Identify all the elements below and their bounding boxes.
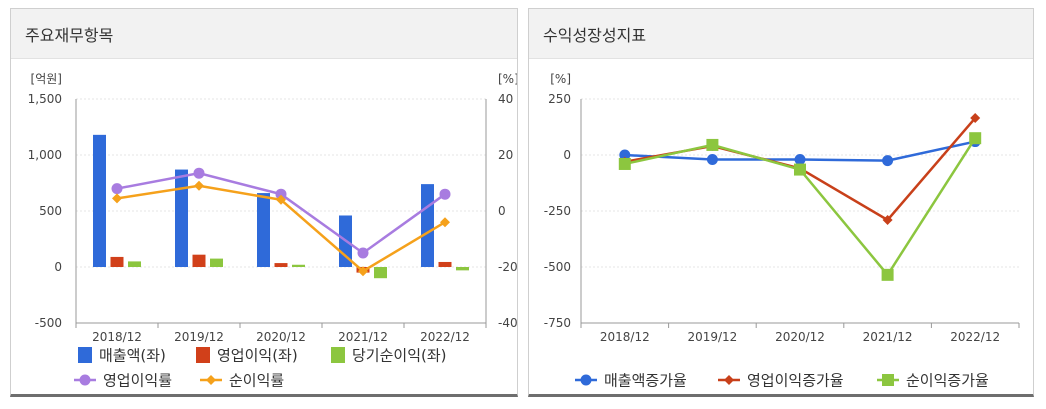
bar-당기순이익좌-2022/12 (456, 267, 469, 271)
bar-영업이익좌-2018/12 (110, 256, 124, 267)
x-tick-label-2018/12: 2018/12 (92, 330, 142, 344)
growth-indicators-chart: -750 -500 -250 0 250 [%] 2018/12 2019/12 2020/12… (544, 72, 1020, 390)
bar-당기순이익좌-2019/12 (210, 258, 223, 267)
x-tick-label-2021/12: 2021/12 (338, 330, 388, 344)
legend-label-당기순이익좌: 당기순이익(좌) (352, 347, 447, 365)
legend-marker-매출액증가율 (580, 374, 592, 386)
point-순이익률-2022/12 (440, 217, 450, 228)
x-tick-label-2022/12: 2022/12 (420, 330, 470, 344)
y-right-tick-label: -40 (498, 316, 517, 330)
point-순이익증가율-2021/12 (881, 268, 894, 281)
x-tick-label-2020/12: 2020/12 (775, 330, 825, 344)
y-tick-label: 0 (563, 148, 571, 162)
series-영업이익률 (111, 167, 451, 259)
legend-label-영업이익증가율: 영업이익증가율 (747, 372, 844, 390)
x-tick-label-2019/12: 2019/12 (174, 330, 224, 344)
y-left-tick-label: 500 (39, 204, 62, 218)
x-tick-label-2022/12: 2022/12 (950, 330, 1000, 344)
y-left-tick-label: 0 (54, 260, 62, 274)
x-tick-label-2021/12: 2021/12 (863, 330, 913, 344)
financial-items-chart: -500 0 500 1,000 1,500 -40 -20 0 20 40 [억원] [%] 2018… (28, 72, 517, 390)
point-영업이익률-2019/12 (193, 167, 205, 179)
panel-title-financial-items: 주요재무항목 (11, 9, 517, 59)
legend-swatch-매출액좌 (78, 347, 92, 363)
y-right-axis-label: [%] (498, 72, 517, 86)
legend-swatch-영업이익좌 (196, 347, 210, 363)
growth-indicators-panel: 수익성장성지표 -750 -500 -250 0 250 [%] 2018/12 2019/1… (528, 8, 1034, 397)
bar-당기순이익좌-2021/12 (374, 267, 387, 279)
point-순이익증가율-2022/12 (969, 132, 982, 145)
series-순이익증가율 (618, 132, 982, 281)
point-순이익증가율-2018/12 (618, 157, 631, 170)
legend-label-영업이익률: 영업이익률 (103, 372, 172, 390)
point-순이익률-2019/12 (194, 180, 204, 191)
panel-title-growth-indicators: 수익성장성지표 (529, 9, 1033, 59)
point-영업이익증가율-2022/12 (970, 113, 981, 124)
y-right-tick-label: -20 (498, 260, 517, 274)
point-영업이익률-2020/12 (275, 188, 287, 200)
bar-매출액좌-2018/12 (93, 134, 106, 267)
legend-marker-순이익증가율 (882, 374, 894, 386)
bar-매출액좌-2020/12 (257, 193, 270, 267)
point-영업이익증가율-2021/12 (882, 214, 893, 225)
y-left-tick-label: 1,000 (28, 148, 62, 162)
point-매출액증가율-2019/12 (706, 153, 718, 165)
y-right-tick-label: 40 (498, 92, 513, 106)
point-순이익률-2018/12 (112, 193, 122, 204)
bar-당기순이익좌-2020/12 (292, 264, 305, 267)
y-left-axis-label: [억원] (31, 72, 62, 86)
legend-marker-영업이익증가율 (724, 375, 734, 385)
y-right-tick-label: 20 (498, 148, 513, 162)
financial-items-panel: 주요재무항목 -500 0 500 1,000 1,500 -40 -20 0 20 40 [억원]… (10, 8, 518, 397)
point-영업이익률-2018/12 (111, 183, 123, 195)
bar-영업이익좌-2019/12 (192, 254, 206, 267)
point-매출액증가율-2018/12 (619, 149, 631, 161)
series-매출액증가율 (619, 136, 981, 167)
y-tick-label: 250 (548, 92, 571, 106)
legend-label-매출액증가율: 매출액증가율 (604, 372, 687, 390)
bar-매출액좌-2019/12 (175, 169, 188, 267)
bar-영업이익좌-2022/12 (438, 261, 452, 267)
legend: 매출액증가율 영업이익증가율 순이익증가율 (575, 372, 989, 390)
legend: 매출액(좌) 영업이익(좌) 당기순이익(좌) 영업이익률 순이익률 (74, 347, 447, 390)
x-tick-label-2018/12: 2018/12 (600, 330, 650, 344)
series-순이익률 (112, 180, 450, 277)
y-tick-label: -250 (544, 204, 571, 218)
y-tick-label: -500 (544, 260, 571, 274)
y-right-tick-label: 0 (498, 204, 506, 218)
legend-marker-영업이익률 (79, 374, 91, 386)
point-순이익률-2020/12 (276, 194, 286, 205)
y-left-tick-label: 1,500 (28, 92, 62, 106)
point-순이익률-2021/12 (358, 266, 368, 277)
y-left-tick-label: -500 (35, 316, 62, 330)
y-tick-label: -750 (544, 316, 571, 330)
point-순이익증가율-2020/12 (794, 163, 806, 176)
legend-label-순이익률: 순이익률 (229, 372, 284, 390)
x-tick-label-2019/12: 2019/12 (687, 330, 737, 344)
bar-당기순이익좌-2018/12 (128, 261, 141, 267)
legend-label-영업이익좌: 영업이익(좌) (217, 347, 298, 365)
line-영업이익률 (116, 171, 446, 255)
legend-label-매출액좌: 매출액(좌) (99, 347, 166, 365)
point-매출액증가율-2020/12 (794, 153, 806, 165)
bar-매출액좌-2022/12 (421, 184, 434, 267)
legend-swatch-당기순이익좌 (331, 347, 345, 363)
series-당기순이익좌 (128, 258, 469, 279)
grid (581, 98, 1019, 324)
y-axis-label: [%] (550, 72, 571, 86)
legend-marker-순이익률 (206, 375, 216, 385)
bar-영업이익좌-2020/12 (274, 263, 288, 267)
point-영업이익률-2022/12 (439, 188, 451, 200)
point-영업이익률-2021/12 (357, 247, 369, 259)
series-영업이익좌 (110, 254, 452, 273)
legend-label-순이익증가율: 순이익증가율 (906, 372, 989, 390)
x-tick-label-2020/12: 2020/12 (256, 330, 306, 344)
point-순이익증가율-2019/12 (706, 138, 719, 151)
point-매출액증가율-2021/12 (882, 155, 894, 167)
